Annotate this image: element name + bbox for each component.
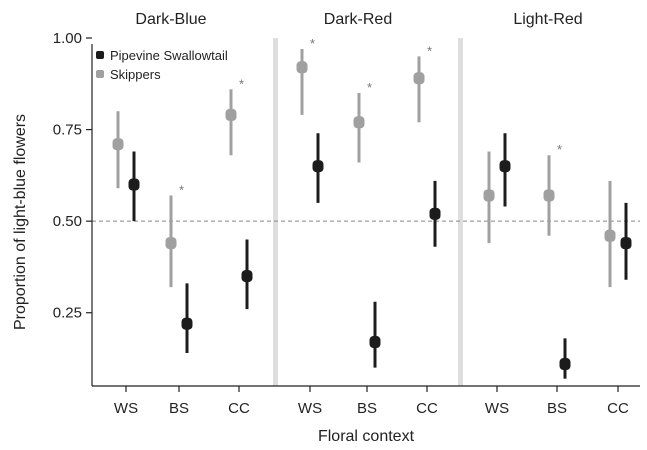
point-pipevine-swallowtail-dark-red-cc bbox=[429, 207, 441, 220]
panel-separator-2 bbox=[458, 38, 463, 386]
point-pipevine-swallowtail-dark-red-ws bbox=[312, 160, 324, 173]
y-tick-label-0.25: 0.25 bbox=[53, 305, 82, 322]
significance-skippers-dark-red-bs: * bbox=[367, 80, 372, 95]
x-tick-label-dark-blue-ws: WS bbox=[114, 400, 138, 417]
point-skippers-dark-blue-ws bbox=[112, 138, 124, 151]
panel-titles: Dark-Blue Dark-Red Light-Red bbox=[135, 11, 582, 28]
panel-title-dark-blue: Dark-Blue bbox=[135, 11, 206, 28]
y-tick-label-1.00: 1.00 bbox=[53, 30, 82, 47]
significance-skippers-light-red-bs: * bbox=[557, 142, 562, 157]
point-skippers-light-red-bs bbox=[543, 189, 555, 202]
legend-label-pipevine-swallowtail: Pipevine Swallowtail bbox=[110, 48, 228, 63]
axes: 0.25 0.50 0.75 1.00 WS BS CC WS BS CC WS BS CC bbox=[53, 30, 640, 417]
y-tick-label-0.50: 0.50 bbox=[53, 213, 82, 230]
panel-separators bbox=[273, 38, 463, 386]
x-tick-label-dark-red-ws: WS bbox=[298, 400, 322, 417]
legend-label-skippers: Skippers bbox=[110, 67, 161, 82]
data-marks: * * * * * * bbox=[112, 36, 632, 379]
x-tick-label-dark-red-bs: BS bbox=[357, 400, 377, 417]
x-tick-label-dark-red-cc: CC bbox=[416, 400, 438, 417]
x-tick-label-light-red-ws: WS bbox=[485, 400, 509, 417]
point-pipevine-swallowtail-light-red-ws bbox=[499, 160, 511, 173]
point-pipevine-swallowtail-light-red-bs bbox=[559, 358, 571, 371]
significance-skippers-dark-red-cc: * bbox=[427, 43, 432, 58]
x-axis-title: Floral context bbox=[318, 428, 415, 445]
point-pipevine-swallowtail-dark-blue-ws bbox=[128, 178, 140, 191]
point-skippers-dark-red-bs bbox=[353, 116, 365, 129]
x-tick-label-light-red-cc: CC bbox=[607, 400, 629, 417]
significance-skippers-dark-blue-bs: * bbox=[179, 183, 184, 198]
y-axis-title: Proportion of light-blue flowers bbox=[12, 114, 29, 330]
point-skippers-dark-red-cc bbox=[413, 72, 425, 85]
legend-swatch-skippers bbox=[96, 70, 104, 78]
point-skippers-light-red-ws bbox=[483, 189, 495, 202]
point-pipevine-swallowtail-dark-red-bs bbox=[369, 336, 381, 349]
panel-separator-1 bbox=[273, 38, 278, 386]
point-skippers-dark-blue-bs bbox=[165, 237, 177, 250]
point-skippers-light-red-cc bbox=[604, 229, 616, 242]
y-tick-label-0.75: 0.75 bbox=[53, 122, 82, 139]
x-tick-label-dark-blue-bs: BS bbox=[169, 400, 189, 417]
point-pipevine-swallowtail-dark-blue-bs bbox=[181, 317, 193, 330]
x-tick-label-dark-blue-cc: CC bbox=[228, 400, 250, 417]
point-skippers-dark-blue-cc bbox=[225, 108, 237, 121]
significance-skippers-dark-blue-cc: * bbox=[239, 76, 244, 91]
point-skippers-dark-red-ws bbox=[296, 61, 308, 74]
panel-title-light-red: Light-Red bbox=[513, 11, 582, 28]
x-tick-label-light-red-bs: BS bbox=[547, 400, 567, 417]
legend: Pipevine Swallowtail Skippers bbox=[96, 48, 228, 82]
point-pipevine-swallowtail-dark-blue-cc bbox=[241, 270, 253, 283]
legend-swatch-pipevine-swallowtail bbox=[96, 51, 104, 59]
panel-title-dark-red: Dark-Red bbox=[324, 11, 392, 28]
point-pipevine-swallowtail-light-red-cc bbox=[620, 237, 632, 250]
significance-skippers-dark-red-ws: * bbox=[310, 36, 315, 51]
